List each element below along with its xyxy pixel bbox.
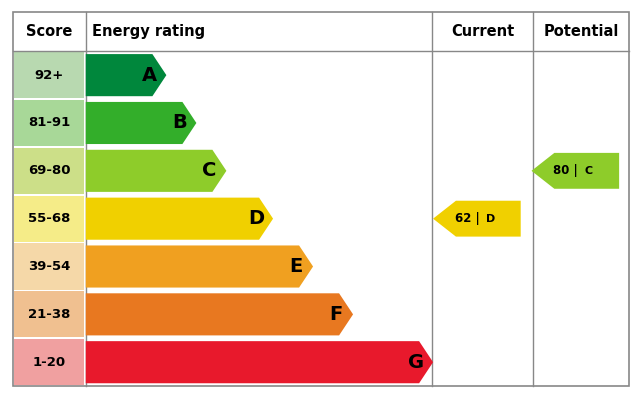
Bar <box>14 339 84 385</box>
Text: 55-68: 55-68 <box>28 212 70 225</box>
Text: 69-80: 69-80 <box>28 164 70 177</box>
Text: 92+: 92+ <box>34 69 64 82</box>
Bar <box>14 52 84 98</box>
Text: A: A <box>142 66 157 85</box>
Text: Current: Current <box>451 24 514 39</box>
Polygon shape <box>86 198 273 240</box>
Text: 21-38: 21-38 <box>28 308 70 321</box>
Bar <box>14 100 84 146</box>
Polygon shape <box>86 102 196 144</box>
Text: E: E <box>290 257 302 276</box>
Bar <box>14 195 84 242</box>
Text: C: C <box>202 161 217 180</box>
Text: Potential: Potential <box>544 24 618 39</box>
Text: 81-91: 81-91 <box>28 117 70 130</box>
Text: D: D <box>248 209 264 228</box>
Text: C: C <box>584 166 592 176</box>
Text: 1-20: 1-20 <box>32 356 66 369</box>
Polygon shape <box>86 245 313 288</box>
Polygon shape <box>86 150 227 192</box>
Text: G: G <box>408 353 424 372</box>
Polygon shape <box>531 153 619 189</box>
Text: Score: Score <box>26 24 72 39</box>
Text: 39-54: 39-54 <box>28 260 70 273</box>
Text: D: D <box>486 214 495 224</box>
Text: Energy rating: Energy rating <box>92 24 205 39</box>
Bar <box>14 148 84 194</box>
Polygon shape <box>86 293 353 335</box>
Bar <box>14 243 84 290</box>
Polygon shape <box>86 341 433 383</box>
Bar <box>14 291 84 338</box>
Text: F: F <box>330 305 342 324</box>
Text: B: B <box>172 113 187 132</box>
Text: 80 |: 80 | <box>553 164 578 177</box>
Polygon shape <box>433 201 521 237</box>
Polygon shape <box>86 54 166 96</box>
Text: 62 |: 62 | <box>455 212 479 225</box>
